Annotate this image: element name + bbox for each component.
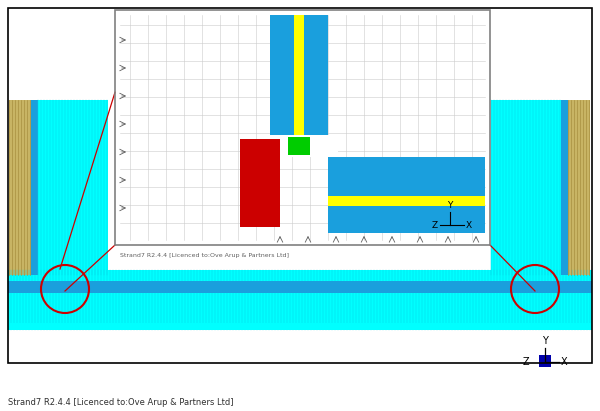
Bar xyxy=(288,137,310,155)
Text: Y: Y xyxy=(542,336,548,346)
Bar xyxy=(9,100,31,275)
Bar xyxy=(294,15,304,135)
Bar xyxy=(38,100,108,275)
Bar xyxy=(328,196,485,206)
Bar xyxy=(260,135,338,157)
Bar xyxy=(539,355,551,367)
Bar xyxy=(270,15,328,135)
Text: X: X xyxy=(561,357,568,367)
Bar xyxy=(115,10,490,245)
Text: Y: Y xyxy=(448,201,452,210)
Bar xyxy=(240,139,280,227)
Bar xyxy=(115,10,490,245)
Text: Strand7 R2.4.4 [Licenced to:Ove Arup & Partners Ltd]: Strand7 R2.4.4 [Licenced to:Ove Arup & P… xyxy=(8,398,233,407)
Text: Strand7 R2.4.4 [Licenced to:Ove Arup & Partners Ltd]: Strand7 R2.4.4 [Licenced to:Ove Arup & P… xyxy=(120,253,289,258)
Bar xyxy=(328,157,485,233)
Bar xyxy=(8,281,592,293)
Text: Z: Z xyxy=(432,220,438,229)
Bar xyxy=(561,100,568,275)
Bar xyxy=(568,100,590,275)
Bar xyxy=(491,100,561,275)
Bar xyxy=(8,270,592,330)
Bar xyxy=(31,100,38,275)
Text: Z: Z xyxy=(523,357,529,367)
Bar xyxy=(8,8,592,363)
Bar xyxy=(8,323,592,330)
Text: X: X xyxy=(466,220,472,229)
